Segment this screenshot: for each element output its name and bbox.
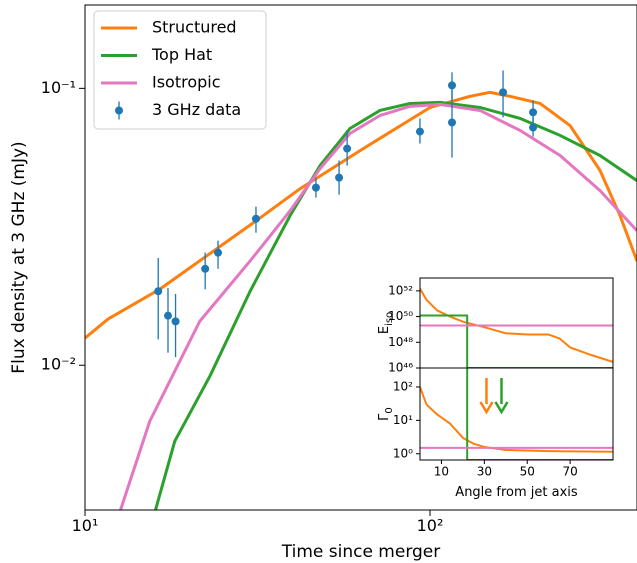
arrow-head	[494, 401, 509, 415]
legend-label: Isotropic	[152, 73, 221, 92]
axes-frame	[419, 367, 614, 461]
data-point	[311, 183, 320, 192]
data-point	[163, 311, 172, 320]
y-tick-label: 10¹	[393, 413, 413, 427]
y-tick-label: 10⁴⁶	[388, 361, 413, 375]
x-tick-label: 10²	[417, 516, 444, 535]
data-point	[448, 118, 457, 127]
legend-label: 3 GHz data	[152, 100, 241, 119]
x-tick-label: 70	[562, 464, 577, 478]
legend-label: Structured	[152, 18, 237, 37]
y-axis-label-subscript: iso	[384, 312, 395, 326]
data-point	[499, 88, 508, 97]
y-tick-label: 10⁵²	[388, 283, 413, 297]
plot-area	[420, 368, 613, 460]
series-line	[420, 386, 613, 453]
data-point	[529, 108, 538, 117]
series-line	[420, 314, 613, 368]
y-tick-label: 10⁴⁸	[388, 335, 413, 349]
x-axis-label: Angle from jet axis	[455, 485, 578, 500]
y-tick-label: 10⁻²	[41, 355, 76, 374]
x-tick-label: 30	[477, 464, 492, 478]
legend-marker	[115, 106, 123, 115]
y-axis-label: Γ0	[377, 407, 395, 421]
series-line	[420, 288, 613, 363]
data-point	[448, 81, 457, 90]
x-tick-label: 10¹	[72, 516, 99, 535]
data-point	[415, 127, 424, 136]
y-tick-label: 10²	[393, 379, 413, 393]
axes-frame	[84, 4, 637, 511]
series-line	[85, 90, 637, 340]
y-axis-label: Flux density at 3 GHz (mJy)	[9, 141, 29, 373]
series-line	[153, 100, 637, 510]
y-tick-label: 10⁻¹	[41, 78, 76, 97]
series-line	[118, 102, 637, 510]
data-point	[154, 287, 163, 296]
y-tick-label: 10⁵⁰	[388, 309, 413, 323]
plot-area	[85, 70, 637, 510]
data-point	[171, 317, 180, 326]
y-axis-label-main: Γ	[377, 413, 392, 421]
x-axis-label: Time since merger	[281, 542, 441, 562]
panel-background	[420, 278, 613, 368]
legend-box	[93, 10, 267, 130]
data-point	[214, 248, 223, 257]
data-point	[335, 173, 344, 182]
data-point	[201, 264, 210, 273]
legend-label: Top Hat	[151, 45, 212, 64]
arrow-head	[479, 401, 494, 415]
y-tick-label: 10⁰	[393, 446, 413, 460]
y-axis-label-main: E	[377, 326, 392, 334]
data-point	[343, 144, 352, 153]
plot-area	[420, 288, 613, 368]
y-axis-label-main: Flux density at 3 GHz (mJy)	[9, 141, 29, 373]
y-axis-label-subscript: 0	[384, 407, 395, 413]
x-tick-label: 10	[434, 464, 449, 478]
data-point	[529, 123, 538, 132]
panel-background	[420, 368, 613, 460]
y-axis-label: Eiso	[377, 312, 395, 334]
x-tick-label: 50	[520, 464, 535, 478]
series-line	[466, 368, 613, 460]
data-point	[251, 214, 260, 223]
